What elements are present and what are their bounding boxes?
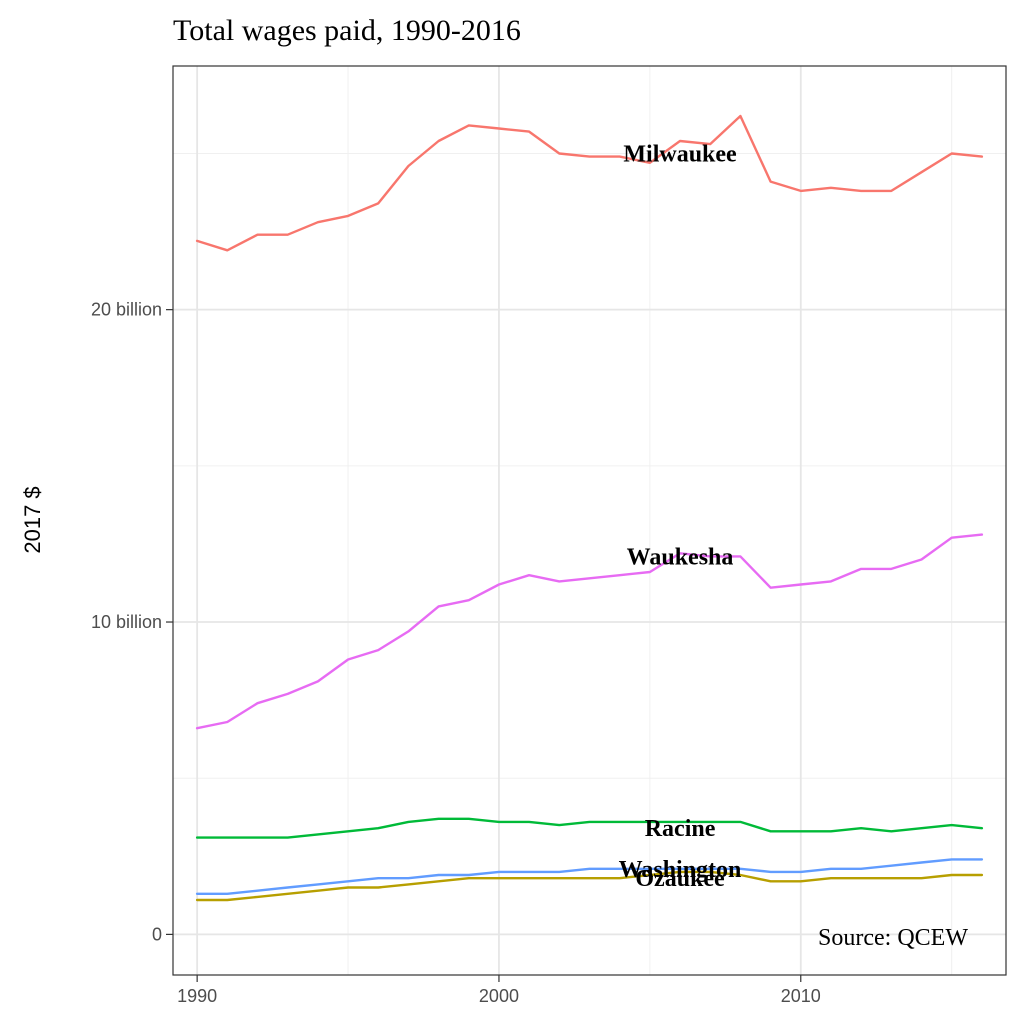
series-label-washington: Washington bbox=[619, 857, 742, 883]
source-annotation: Source: QCEW bbox=[818, 925, 968, 951]
x-tick-label: 2000 bbox=[479, 986, 519, 1006]
series-label-ozaukee: Ozaukee bbox=[635, 866, 725, 892]
plot-panel-border bbox=[172, 65, 1007, 976]
y-tick-label: 10 billion bbox=[91, 612, 162, 632]
series-line-waukesha bbox=[195, 533, 984, 730]
series-label-milwaukee: Milwaukee bbox=[623, 141, 737, 167]
series-label-racine: Racine bbox=[645, 816, 716, 842]
series-line-racine bbox=[195, 817, 984, 839]
axes: 0 10 billion 20 billion 1990 2000 2010 bbox=[91, 300, 821, 1006]
y-tick-label: 0 bbox=[152, 924, 162, 944]
series-label-waukesha: Waukesha bbox=[627, 544, 734, 570]
x-tick-label: 1990 bbox=[177, 986, 217, 1006]
y-tick-label: 20 billion bbox=[91, 300, 162, 320]
grid bbox=[173, 66, 1006, 975]
series-lines bbox=[195, 114, 984, 902]
series-line-milwaukee bbox=[195, 114, 984, 252]
series-line-washington bbox=[195, 858, 984, 895]
x-tick-label: 2010 bbox=[781, 986, 821, 1006]
y-axis-label: 2017 $ bbox=[20, 486, 45, 553]
chart-title: Total wages paid, 1990-2016 bbox=[173, 14, 521, 47]
series-line-ozaukee bbox=[195, 870, 984, 902]
